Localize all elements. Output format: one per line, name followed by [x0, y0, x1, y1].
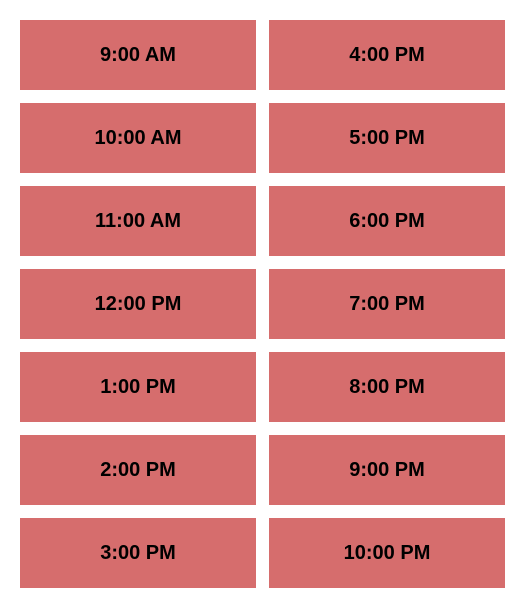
time-slot-button[interactable]: 9:00 PM: [269, 435, 505, 505]
time-picker-grid: 9:00 AM 10:00 AM 11:00 AM 12:00 PM 1:00 …: [20, 20, 505, 588]
time-slot-button[interactable]: 3:00 PM: [20, 518, 256, 588]
time-slot-button[interactable]: 12:00 PM: [20, 269, 256, 339]
time-slot-button[interactable]: 7:00 PM: [269, 269, 505, 339]
time-slot-button[interactable]: 10:00 PM: [269, 518, 505, 588]
time-slot-button[interactable]: 2:00 PM: [20, 435, 256, 505]
time-slot-button[interactable]: 4:00 PM: [269, 20, 505, 90]
time-slot-button[interactable]: 5:00 PM: [269, 103, 505, 173]
time-slot-button[interactable]: 8:00 PM: [269, 352, 505, 422]
time-slot-button[interactable]: 11:00 AM: [20, 186, 256, 256]
time-slot-button[interactable]: 6:00 PM: [269, 186, 505, 256]
time-slot-button[interactable]: 9:00 AM: [20, 20, 256, 90]
time-slot-button[interactable]: 10:00 AM: [20, 103, 256, 173]
time-slot-button[interactable]: 1:00 PM: [20, 352, 256, 422]
